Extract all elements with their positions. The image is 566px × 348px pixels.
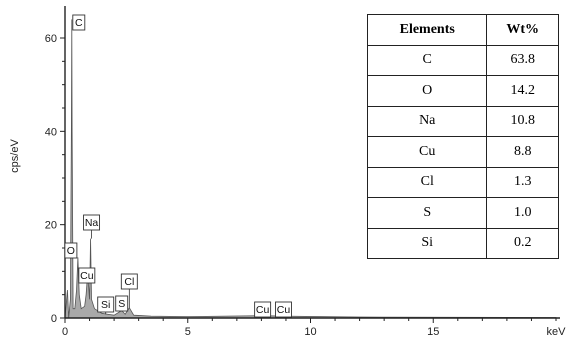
element-cell: Cu [366, 136, 488, 168]
peak-label-box [83, 214, 101, 231]
y-tick-label: 40 [45, 126, 57, 138]
x-axis-label: keV [547, 326, 566, 338]
table-row: Na 10.8 [366, 105, 559, 137]
table-row: Cu 8.8 [366, 136, 559, 168]
x-tick-label: 10 [304, 326, 316, 338]
element-cell: Na [366, 105, 488, 137]
wt-cell: 14.2 [486, 75, 559, 107]
table-row: S 1.0 [366, 197, 559, 229]
peak-label: O [64, 242, 78, 259]
peak-label-box [64, 242, 78, 259]
element-cell: Si [366, 227, 488, 259]
peak-label: Cu [275, 301, 292, 318]
wt-cell: 0.2 [486, 227, 559, 259]
peak-label-box [78, 267, 96, 284]
composition-table: Elements Wt% C 63.8 O 14.2 Na 10.8 Cu 8.8 Cl… [366, 14, 559, 259]
x-tick-label: 5 [185, 326, 191, 338]
table-row: C 63.8 [366, 44, 559, 76]
peak-label-text: Cu [256, 304, 270, 316]
peak-label-text: Cl [124, 276, 134, 288]
peak-label-text: Cu [80, 270, 94, 282]
axes-layer: 0 5 10 15 0 20 40 60 keV cps/eV [9, 6, 566, 338]
peak-label-box [120, 273, 138, 290]
wt-cell: 10.8 [486, 105, 559, 137]
x-tick-label: 15 [427, 326, 439, 338]
y-tick-label: 20 [45, 220, 57, 232]
peak-label: Cl [120, 273, 138, 308]
peak-label-box [97, 296, 115, 313]
element-cell: C [366, 44, 488, 76]
wt-cell: 63.8 [486, 44, 559, 76]
peak-label-box [115, 295, 129, 312]
peak-label-box [254, 301, 272, 318]
table-row: Cl 1.3 [366, 166, 559, 198]
peak-label-text: S [118, 298, 125, 310]
peak-label: C [72, 14, 86, 31]
wt-cell: 1.3 [486, 166, 559, 198]
y-tick-label: 0 [51, 313, 57, 325]
peak-label: S [115, 295, 129, 312]
element-cell: O [366, 75, 488, 107]
y-axis-label: cps/eV [9, 139, 21, 173]
table-row: Si 0.2 [366, 227, 559, 259]
wt-cell: 8.8 [486, 136, 559, 168]
y-tick-label: 60 [45, 33, 57, 45]
peak-labels-layer: C Na O Cu Cl Si S Cu Cu [64, 14, 292, 318]
peak-label-text: Cu [277, 304, 291, 316]
peak-label-text: Na [85, 217, 99, 229]
table-row: O 14.2 [366, 75, 559, 107]
element-cell: S [366, 197, 488, 229]
table-header-row: Elements Wt% [366, 14, 559, 46]
peak-label-box [72, 14, 86, 31]
element-cell: Cl [366, 166, 488, 198]
peak-label-text: Si [101, 299, 110, 311]
peak-label: Cu [78, 267, 96, 284]
wt-cell: 1.0 [486, 197, 559, 229]
peak-label: Cu [254, 301, 272, 318]
header-wt-percent: Wt% [486, 14, 559, 46]
peak-label: Si [97, 296, 115, 315]
header-elements: Elements [366, 14, 488, 46]
x-tick-label: 0 [62, 326, 68, 338]
peak-label-text: O [67, 245, 75, 257]
peak-label: Na [83, 214, 101, 239]
peak-label-text: C [75, 17, 83, 29]
peak-label-box [275, 301, 292, 318]
